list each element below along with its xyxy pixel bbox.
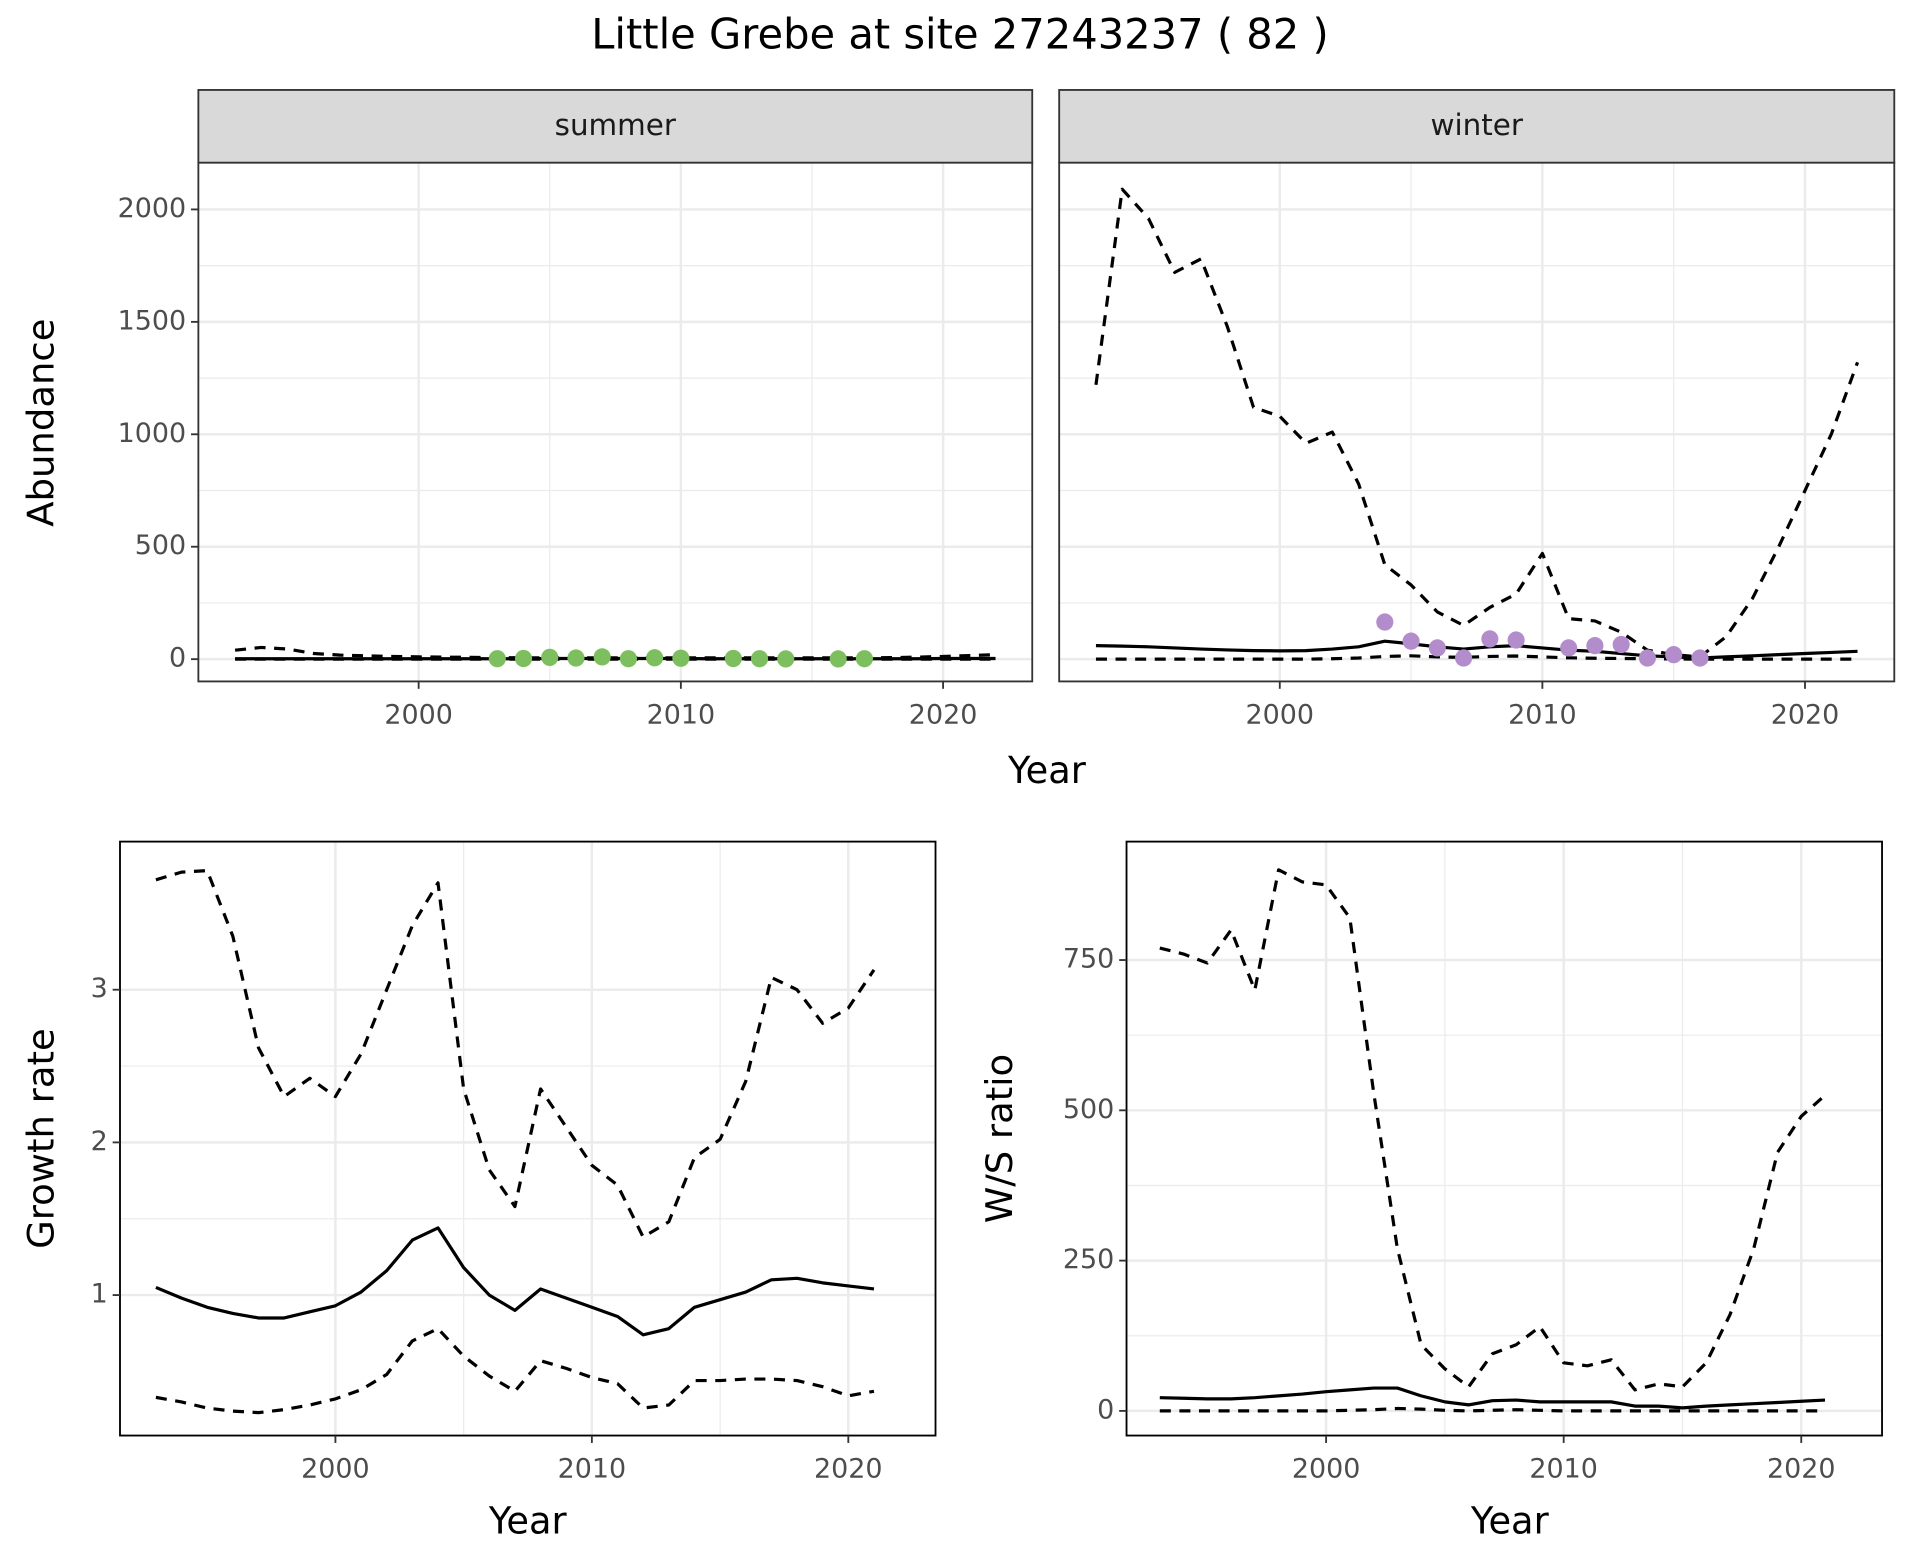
point xyxy=(1638,649,1657,667)
point xyxy=(567,649,585,667)
y-tick-label: 1000 xyxy=(118,418,187,449)
figure-title: Little Grebe at site 27243237 ( 82 ) xyxy=(591,9,1328,58)
x-tick-label: 2020 xyxy=(814,1453,883,1484)
point xyxy=(724,649,742,668)
y-axis-label: Abundance xyxy=(19,319,62,527)
y-axis-label: Growth rate xyxy=(19,1028,62,1249)
point xyxy=(514,649,533,668)
panel-background xyxy=(198,162,1033,682)
facet-strip xyxy=(197,89,1034,164)
x-tick-label: 2010 xyxy=(558,1453,627,1484)
y-tick-label: 1500 xyxy=(118,305,187,336)
line xyxy=(1095,654,1858,661)
x-tick-label: 2010 xyxy=(647,699,716,730)
line xyxy=(155,1327,875,1415)
point xyxy=(646,649,664,667)
line xyxy=(1159,1386,1826,1410)
line xyxy=(1159,1406,1826,1413)
y-tick-label: 750 xyxy=(1063,943,1114,974)
point xyxy=(750,650,769,668)
x-axis-label: Year xyxy=(1007,749,1087,792)
x-tick-label: 2000 xyxy=(384,699,453,730)
point xyxy=(619,650,637,668)
point xyxy=(1481,630,1499,648)
x-tick-label: 2020 xyxy=(1767,1453,1836,1484)
y-tick-label: 1 xyxy=(91,1279,108,1310)
facet-label: summer xyxy=(555,108,677,142)
x-tick-label: 2010 xyxy=(1508,699,1577,730)
panel-background xyxy=(1059,162,1895,682)
panel-background xyxy=(1126,841,1883,1436)
point xyxy=(1612,635,1630,654)
y-tick-label: 3 xyxy=(91,973,108,1004)
x-tick-label: 2010 xyxy=(1529,1453,1598,1484)
panel-background xyxy=(120,841,936,1436)
line xyxy=(1094,187,1860,659)
y-tick-label: 2 xyxy=(91,1126,108,1157)
line xyxy=(1095,639,1858,660)
point xyxy=(672,649,690,667)
point xyxy=(1428,639,1446,657)
y-tick-label: 500 xyxy=(1063,1094,1114,1125)
line xyxy=(155,869,876,1239)
point xyxy=(1665,646,1683,664)
x-tick-label: 2020 xyxy=(909,699,978,730)
panel-border xyxy=(1125,840,1883,1437)
y-tick-label: 2000 xyxy=(118,193,187,224)
line xyxy=(155,1226,875,1337)
x-tick-label: 2000 xyxy=(1292,1453,1361,1484)
y-axis-label: W/S ratio xyxy=(978,1054,1021,1223)
point xyxy=(1586,637,1604,655)
x-axis-label: Year xyxy=(1470,1499,1550,1542)
point xyxy=(1560,639,1578,657)
point xyxy=(541,648,559,666)
point xyxy=(855,650,873,668)
x-tick-label: 2000 xyxy=(1246,699,1315,730)
y-tick-label: 0 xyxy=(169,643,186,674)
y-tick-label: 0 xyxy=(1097,1394,1114,1425)
facet-label: winter xyxy=(1430,108,1523,142)
x-tick-label: 2020 xyxy=(1771,699,1840,730)
x-axis-label: Year xyxy=(488,1499,568,1542)
panel-border xyxy=(119,840,937,1437)
point xyxy=(1455,649,1473,667)
point xyxy=(829,650,847,668)
line xyxy=(1159,868,1827,1392)
point xyxy=(777,650,795,668)
point xyxy=(488,650,506,668)
y-tick-label: 500 xyxy=(135,530,186,561)
point xyxy=(1402,632,1420,650)
point xyxy=(1376,613,1394,631)
y-tick-label: 250 xyxy=(1063,1244,1114,1275)
point xyxy=(1691,649,1709,667)
x-tick-label: 2000 xyxy=(301,1453,370,1484)
point xyxy=(1507,631,1525,649)
facet-strip xyxy=(1058,89,1896,164)
point xyxy=(593,648,611,666)
